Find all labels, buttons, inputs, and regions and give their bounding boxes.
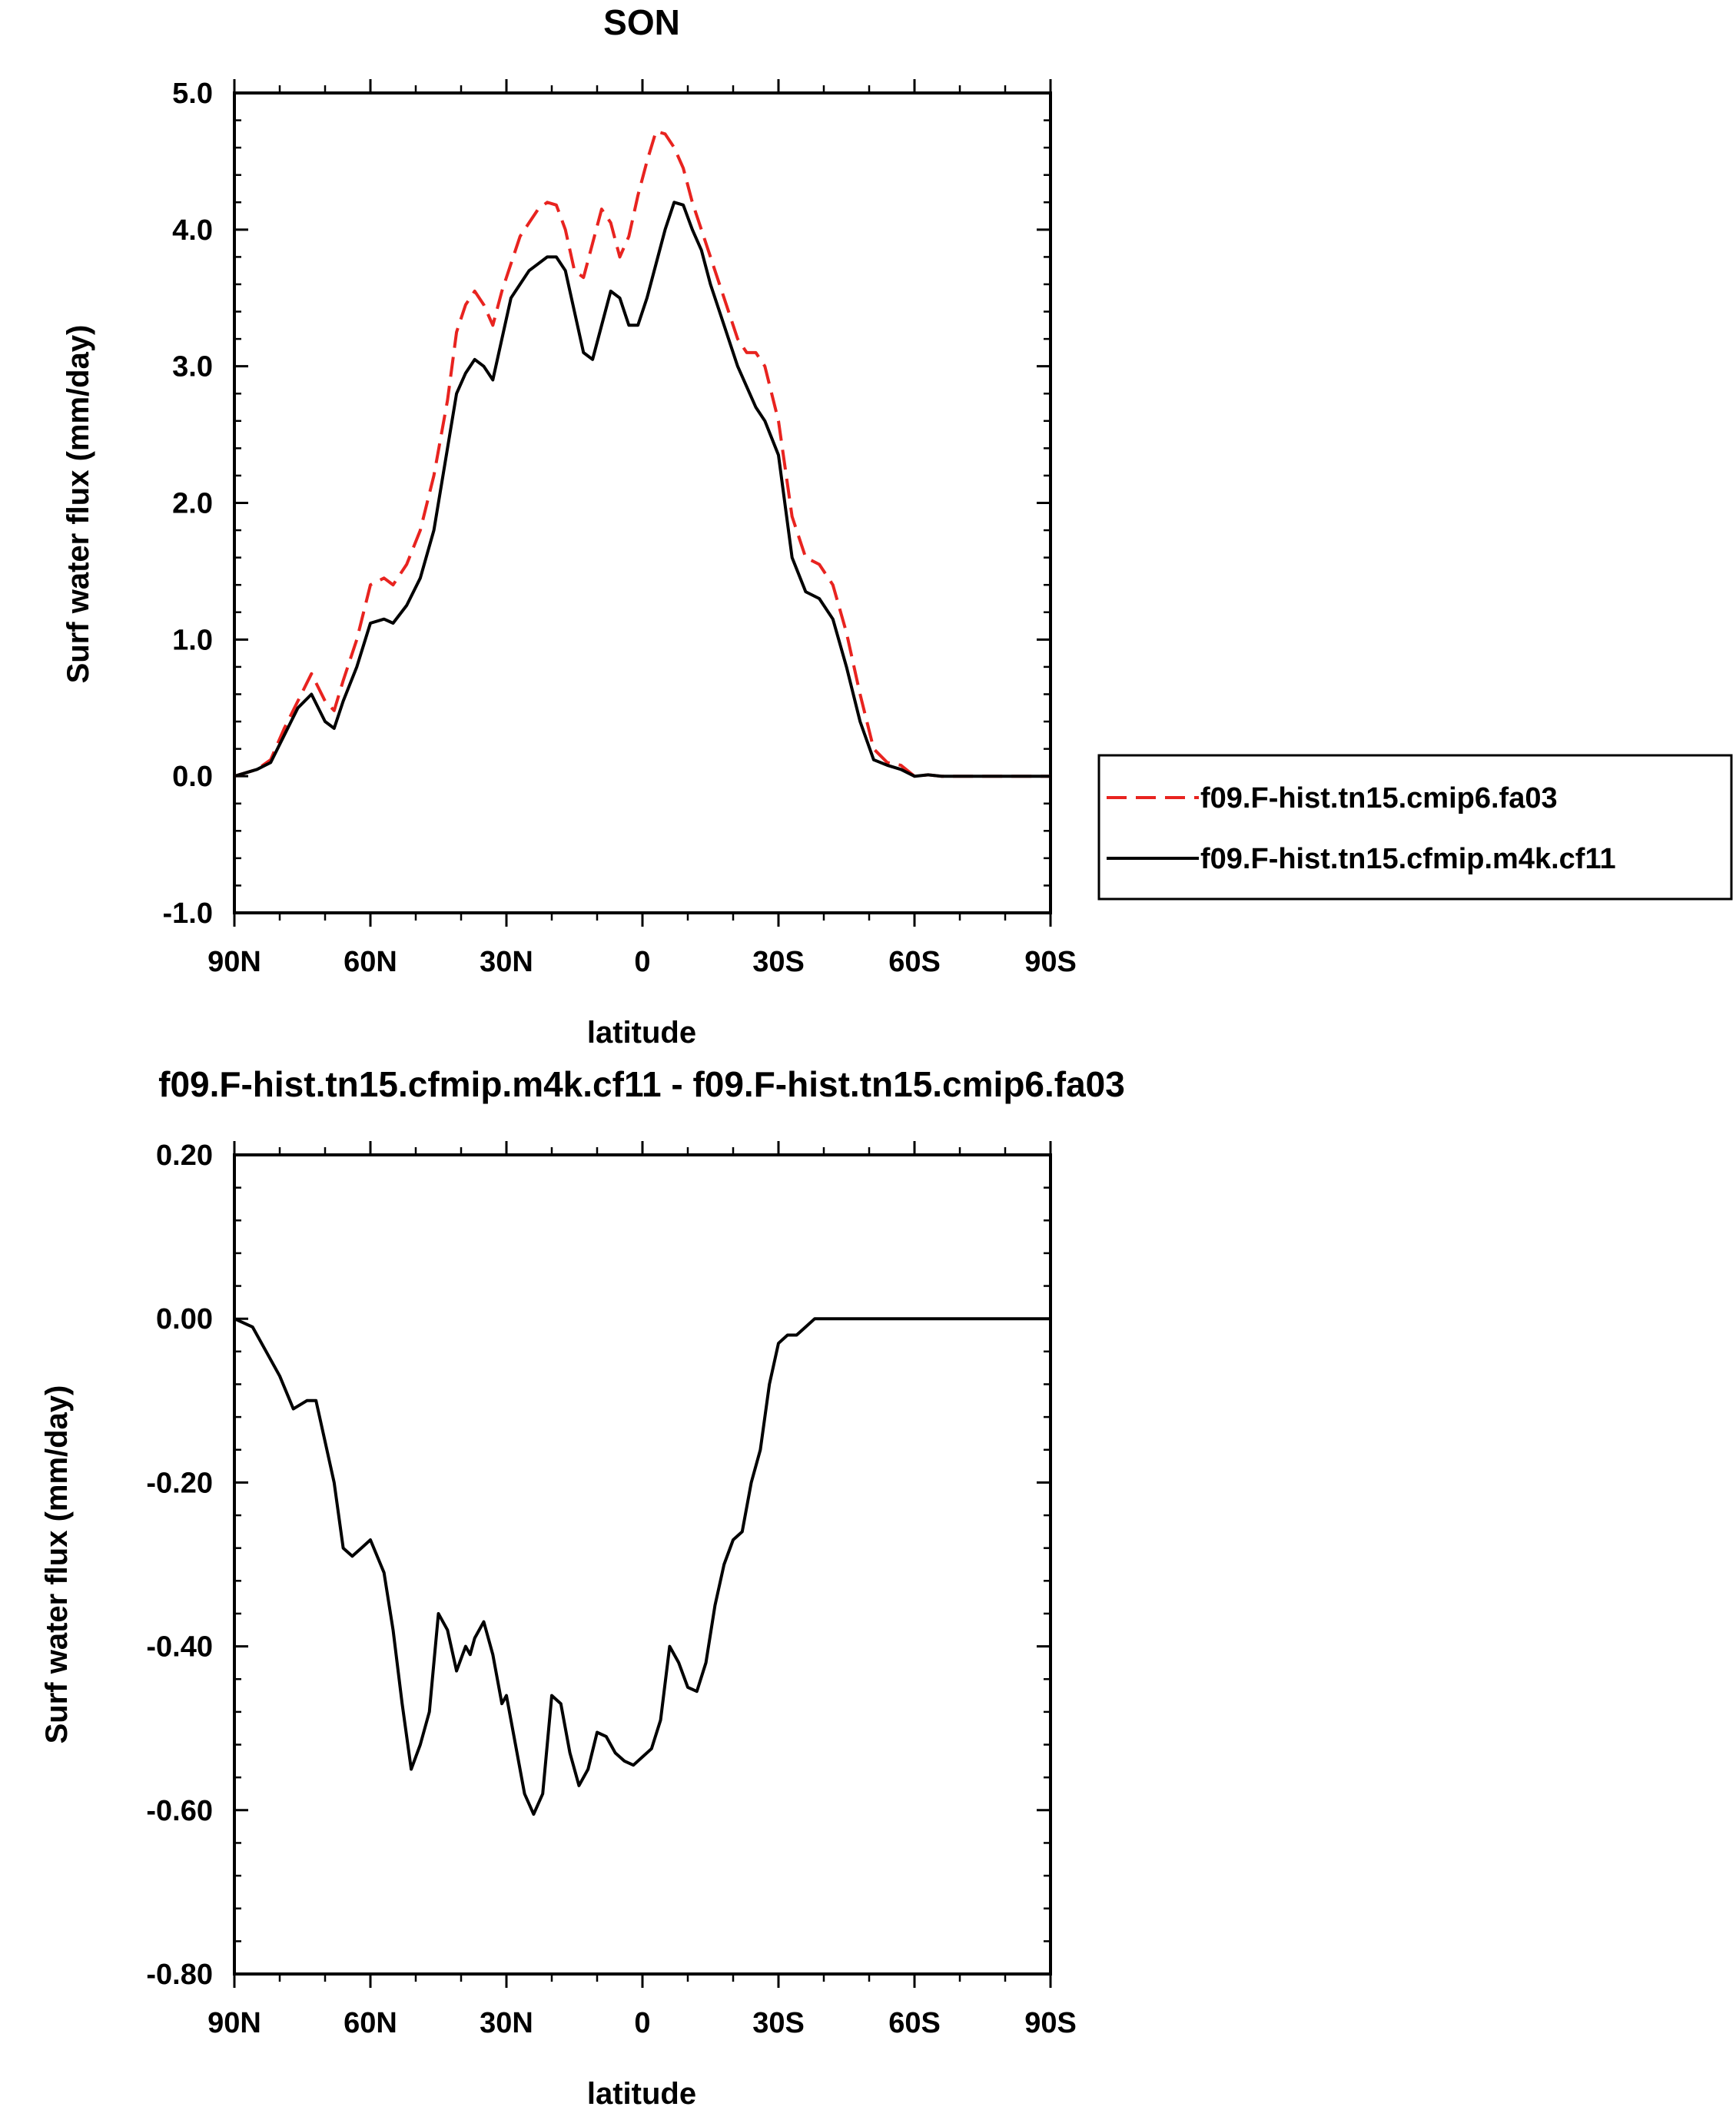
top-y-axis-label: Surf water flux (mm/day) bbox=[61, 325, 95, 684]
top-xtick-label: 30S bbox=[752, 946, 805, 978]
top-ytick-label: 0.0 bbox=[172, 761, 213, 793]
top-xtick-label: 0 bbox=[634, 946, 650, 978]
top-plot-frame bbox=[233, 91, 1052, 914]
top-series-line-0 bbox=[234, 129, 1051, 778]
bottom-plot-frame bbox=[233, 1153, 1052, 1976]
top-panel: SON -1.0 0.0 1.0 2.0 3.0 4.0 5.0 90N 60N 30N 0 30S… bbox=[61, 2, 1733, 1050]
top-ytick-label: -1.0 bbox=[163, 897, 213, 930]
bottom-ytick-label: -0.20 bbox=[146, 1467, 213, 1499]
bottom-series-line-0 bbox=[234, 1317, 1051, 1816]
top-xtick-label: 60S bbox=[888, 946, 941, 978]
top-x-axis-label: latitude bbox=[587, 1016, 696, 1050]
top-ytick-label: 3.0 bbox=[172, 351, 213, 383]
bottom-xtick-label: 60S bbox=[888, 2007, 941, 2039]
top-xtick-label: 90N bbox=[207, 946, 261, 978]
legend: f09.F-hist.tn15.cmip6.fa03 f09.F-hist.tn… bbox=[1097, 754, 1733, 901]
bottom-chart-title: f09.F-hist.tn15.cfmip.m4k.cf11 - f09.F-h… bbox=[158, 1064, 1125, 1104]
top-xtick-label: 90S bbox=[1024, 946, 1077, 978]
bottom-ytick-label: -0.80 bbox=[146, 1959, 213, 1991]
bottom-xtick-label: 60N bbox=[344, 2007, 397, 2039]
legend-label-m4k: f09.F-hist.tn15.cfmip.m4k.cf11 bbox=[1200, 843, 1616, 875]
top-ytick-label: 4.0 bbox=[172, 214, 213, 247]
top-series-line-1 bbox=[234, 201, 1051, 778]
top-xtick-label: 60N bbox=[344, 946, 397, 978]
top-ytick-label: 2.0 bbox=[172, 488, 213, 520]
bottom-ytick-label: 0.00 bbox=[156, 1303, 213, 1335]
top-ytick-label: 5.0 bbox=[172, 78, 213, 110]
bottom-ytick-label: -0.40 bbox=[146, 1631, 213, 1664]
legend-box bbox=[1097, 754, 1733, 901]
bottom-xtick-label: 0 bbox=[634, 2007, 650, 2039]
bottom-x-axis-label: latitude bbox=[587, 2077, 696, 2110]
bottom-panel: f09.F-hist.tn15.cfmip.m4k.cf11 - f09.F-h… bbox=[40, 1064, 1125, 2110]
bottom-ytick-label: -0.60 bbox=[146, 1795, 213, 1827]
bottom-xtick-label: 30S bbox=[752, 2007, 805, 2039]
bottom-y-axis-label: Surf water flux (mm/day) bbox=[40, 1385, 74, 1744]
top-chart-title: SON bbox=[603, 2, 680, 42]
bottom-xtick-label: 90S bbox=[1024, 2007, 1077, 2039]
bottom-xtick-label: 90N bbox=[207, 2007, 261, 2039]
top-xtick-label: 30N bbox=[480, 946, 533, 978]
legend-label-cmip6: f09.F-hist.tn15.cmip6.fa03 bbox=[1200, 782, 1558, 814]
top-ytick-label: 1.0 bbox=[172, 624, 213, 656]
bottom-xtick-label: 30N bbox=[480, 2007, 533, 2039]
bottom-ytick-label: 0.20 bbox=[156, 1140, 213, 1172]
